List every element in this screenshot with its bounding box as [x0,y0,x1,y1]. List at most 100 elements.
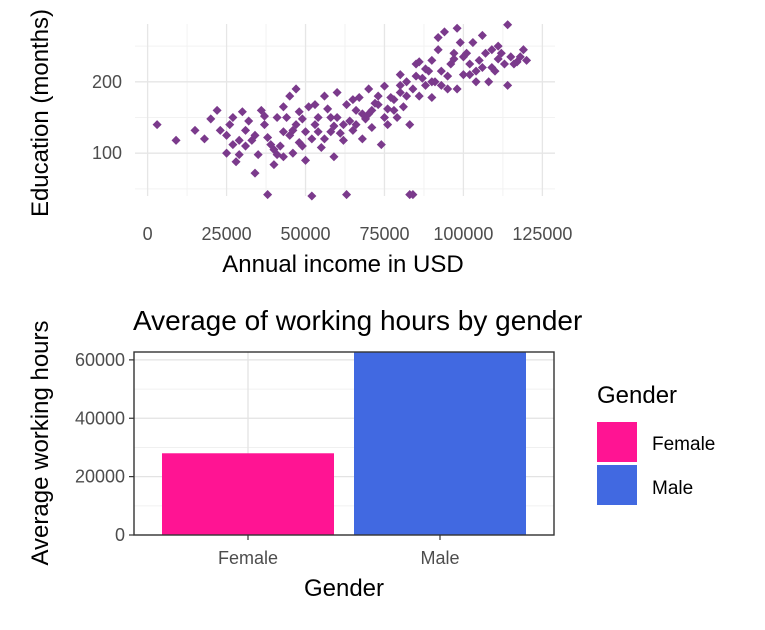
scatter-x-tick-label: 125000 [512,224,572,244]
scatter-point [373,100,383,110]
legend-label-female: Female [652,434,715,455]
bar-male [354,352,526,535]
scatter-point [484,77,494,87]
scatter-point [228,112,238,123]
scatter-point [389,95,399,105]
scatter-x-axis-title: Annual income in USD [222,251,463,278]
scatter-point [468,38,478,48]
scatter-point [389,105,399,115]
scatter-point [414,91,424,101]
bar-x-tick-labels: Female Male [218,535,460,568]
scatter-point [332,112,342,123]
scatter-point [458,70,468,80]
scatter-point [348,95,358,105]
scatter-point [465,70,475,80]
scatter-x-tick-label: 0 [143,224,153,244]
scatter-point [282,112,292,123]
scatter-point [231,157,241,167]
scatter-point [319,91,329,101]
scatter-point [477,30,487,40]
scatter-point [313,112,323,123]
scatter-point [449,54,459,64]
scatter-y-tick-labels: 100 200 [92,72,122,163]
scatter-x-tick-label: 50000 [280,224,330,244]
scatter-point [481,48,491,58]
scatter-point [288,125,298,135]
legend: Gender Female Male [597,382,715,505]
scatter-point [367,122,377,133]
scatter-y-axis-title: Education (months) [27,9,54,217]
legend-label-male: Male [652,478,693,499]
bar-y-tick-label: 20000 [75,467,125,487]
scatter-point [436,80,446,90]
scatter-point [367,105,377,115]
scatter-x-tick-label: 75000 [359,224,409,244]
bar-y-axis-title: Average working hours [27,320,54,565]
scatter-point [471,77,481,87]
scatter-point [379,81,389,91]
scatter-point [421,64,431,74]
scatter-point [266,140,276,150]
scatter-point [506,52,516,62]
scatter-major-grid [135,24,555,196]
scatter-point [272,112,282,123]
scatter-point [332,87,342,98]
scatter-point [307,191,317,201]
bar-x-tick-label: Female [218,548,278,568]
scatter-point [301,155,311,165]
scatter-point [329,152,339,162]
scatter-point [307,134,317,144]
bar-bars [162,352,526,535]
bar-y-tick-label: 0 [115,525,125,545]
scatter-x-tick-label: 25000 [202,224,252,244]
scatter-point [487,45,497,55]
scatter-point [228,140,238,150]
scatter-point [452,84,462,94]
scatter-point [427,92,437,103]
scatter-point [250,130,260,140]
scatter-point [402,91,412,101]
scatter-point [326,112,336,123]
scatter-point [364,84,374,94]
scatter-point [215,125,225,135]
scatter-point [395,80,405,90]
legend-title: Gender [597,382,677,409]
scatter-point [392,112,402,123]
scatter-point [449,48,459,58]
scatter-point [269,160,279,170]
scatter-minor-grid [135,24,555,196]
scatter-point [285,91,295,101]
legend-swatch-male [597,465,637,505]
scatter-point [373,91,383,101]
scatter-point [357,109,367,119]
scatter-point [275,141,285,151]
scatter-point [301,127,311,137]
scatter-point [335,128,345,138]
scatter-point [272,150,282,160]
scatter-x-tick-label: 100000 [433,224,493,244]
scatter-point [234,150,244,160]
scatter-point [395,70,405,80]
scatter-point [383,104,393,114]
scatter-point [190,125,200,135]
scatter-point [310,100,320,110]
scatter-point [522,55,532,65]
scatter-point [297,114,307,124]
scatter-point [329,121,339,131]
scatter-point [414,57,424,67]
scatter-point [237,107,247,117]
scatter-point [402,77,412,87]
bar-female [162,453,334,535]
bar-panel-border [133,351,555,536]
scatter-point [477,63,487,73]
scatter-point [395,87,405,98]
scatter-point [342,100,352,110]
legend-swatch-female [597,422,637,462]
scatter-point [421,80,431,90]
bar-chart: Average of working hours by gender 0 2000… [27,305,715,602]
scatter-point [379,112,389,123]
bar-chart-title: Average of working hours by gender [133,305,582,336]
scatter-point [357,134,367,144]
scatter-point [244,116,254,126]
